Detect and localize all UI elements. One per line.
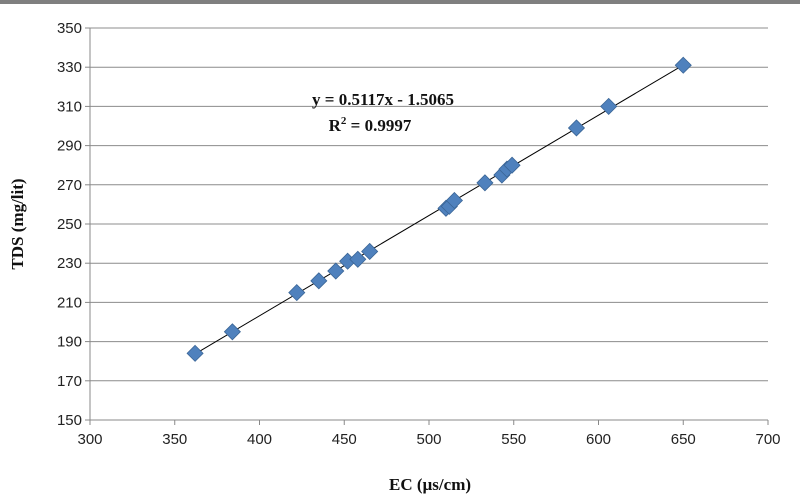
y-axis-title: TDS (mg/lit) bbox=[8, 178, 27, 269]
data-point bbox=[445, 191, 463, 210]
y-tick-label: 230 bbox=[57, 255, 82, 272]
x-tick-label: 600 bbox=[586, 431, 611, 448]
y-tick-label: 350 bbox=[57, 20, 82, 37]
r-squared-superscript: 2 bbox=[341, 115, 347, 127]
data-point bbox=[186, 344, 204, 362]
r-squared-value: = 0.9997 bbox=[346, 116, 411, 135]
x-tick-label: 500 bbox=[416, 431, 441, 448]
data-point bbox=[288, 284, 306, 302]
y-tick-label: 270 bbox=[57, 177, 82, 194]
x-tick-label: 650 bbox=[671, 431, 696, 448]
data-point bbox=[361, 242, 379, 261]
y-tick-label: 170 bbox=[57, 373, 82, 390]
y-tick-label: 290 bbox=[57, 138, 82, 155]
y-tick-label: 330 bbox=[57, 59, 82, 76]
gridlines bbox=[90, 27, 768, 382]
data-point bbox=[476, 174, 494, 192]
x-tick-label: 400 bbox=[247, 431, 272, 448]
y-tick-label: 250 bbox=[57, 216, 82, 233]
y-tick-label: 150 bbox=[57, 412, 82, 429]
data-point bbox=[349, 250, 367, 268]
y-tick-label: 210 bbox=[57, 294, 82, 311]
data-point bbox=[223, 323, 241, 341]
x-tick-labels: 300 350 400 450 500 550 600 650 700 bbox=[77, 420, 781, 448]
data-points bbox=[186, 56, 692, 362]
x-tick-label: 350 bbox=[162, 431, 187, 448]
x-axis-title: EC (µs/cm) bbox=[389, 475, 471, 494]
y-tick-label: 310 bbox=[57, 98, 82, 115]
x-tick-label: 300 bbox=[77, 431, 102, 448]
r-squared-prefix: R bbox=[329, 116, 342, 135]
data-point bbox=[567, 119, 586, 137]
y-tick-labels: 150 170 190 210 230 250 270 290 310 330 350 bbox=[57, 20, 90, 429]
data-point bbox=[600, 97, 618, 115]
data-point bbox=[674, 56, 692, 74]
data-point bbox=[310, 272, 328, 290]
x-tick-label: 700 bbox=[755, 431, 780, 448]
data-point bbox=[503, 156, 521, 174]
x-tick-label: 450 bbox=[332, 431, 357, 448]
r-squared-label: R2 = 0.9997 bbox=[329, 115, 412, 135]
data-point bbox=[327, 262, 345, 280]
trendline-equation: y = 0.5117x - 1.5065 bbox=[312, 90, 454, 109]
x-tick-label: 550 bbox=[501, 431, 526, 448]
y-tick-label: 190 bbox=[57, 334, 82, 351]
